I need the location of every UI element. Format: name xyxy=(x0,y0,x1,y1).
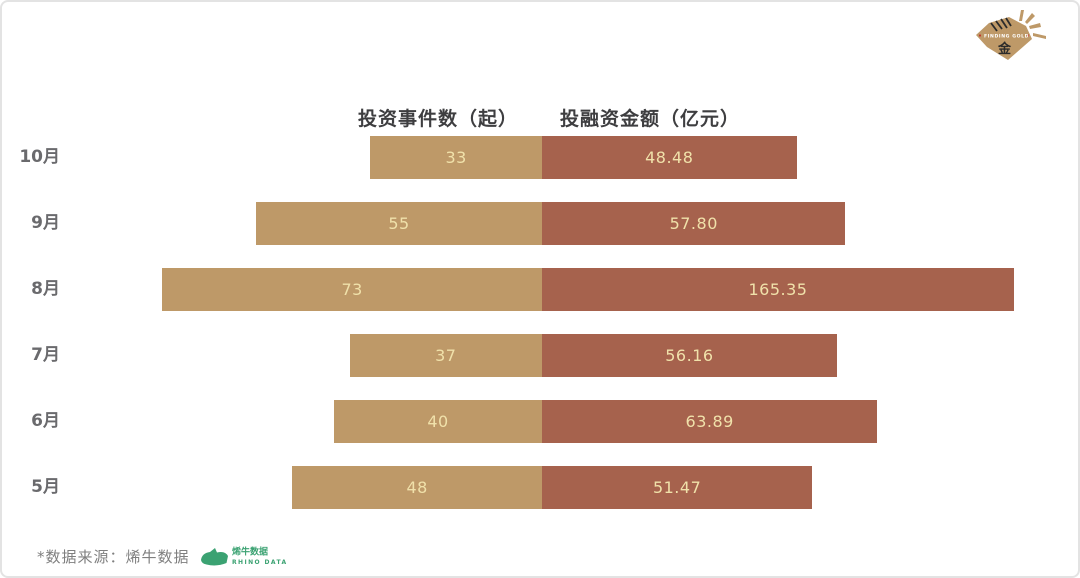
category-label: 5月 xyxy=(31,477,60,497)
bar-value-label: 51.47 xyxy=(652,478,702,497)
bar-value-label: 73 xyxy=(341,280,363,299)
category-label: 7月 xyxy=(31,345,60,365)
bar-value-label: 48.48 xyxy=(645,148,694,167)
rhino-logo-cn-text: 烯牛数据 xyxy=(232,546,268,558)
logo-gold-char: 金 xyxy=(997,41,1012,57)
series-header-events: 投资事件数（起） xyxy=(357,108,518,130)
bar-events-9月: 55 xyxy=(256,202,542,245)
bar-events-10月: 33 xyxy=(370,136,542,179)
category-label: 10月 xyxy=(19,147,60,167)
bar-value-label: 48 xyxy=(406,478,428,497)
bar-value-label: 40 xyxy=(427,412,449,431)
bar-amount-10月: 48.48 xyxy=(542,136,797,179)
logo-body xyxy=(976,17,1032,60)
bar-value-label: 57.80 xyxy=(669,214,718,233)
bar-value-label: 33 xyxy=(445,148,467,167)
bar-events-8月: 73 xyxy=(162,268,542,311)
logo-dot-right xyxy=(1026,34,1030,37)
bar-amount-9月: 57.80 xyxy=(542,202,846,245)
bar-value-label: 165.35 xyxy=(748,280,808,299)
bar-value-label: 37 xyxy=(435,346,457,365)
bar-value-label: 63.89 xyxy=(685,412,734,431)
logo-finding-gold-text: FINDING GOLD xyxy=(984,34,1029,40)
rhino-icon xyxy=(200,548,228,566)
finding-gold-logo: FINDING GOLD 金 xyxy=(976,10,1046,60)
series-header-amount: 投融资金额（亿元） xyxy=(560,108,741,130)
bar-value-label: 56.16 xyxy=(665,346,714,365)
footer: *数据来源：烯牛数据 烯牛数据 RHINO DATA xyxy=(37,545,290,567)
category-label: 6月 xyxy=(31,411,60,431)
bar-amount-8月: 165.35 xyxy=(542,268,1014,311)
bar-amount-7月: 56.16 xyxy=(542,334,837,377)
bar-events-5月: 48 xyxy=(292,466,542,509)
category-label: 8月 xyxy=(31,279,60,299)
rhino-logo-en-text: RHINO DATA xyxy=(232,559,288,566)
bar-value-label: 55 xyxy=(388,214,410,233)
logo-rays xyxy=(1019,10,1046,39)
data-source-note: *数据来源：烯牛数据 xyxy=(37,547,190,566)
category-label: 9月 xyxy=(31,213,60,233)
logo-hatching xyxy=(990,17,1012,32)
logo-dot-left xyxy=(978,34,982,37)
bar-amount-6月: 63.89 xyxy=(542,400,878,443)
bar-events-7月: 37 xyxy=(349,334,542,377)
bar-amount-5月: 51.47 xyxy=(542,466,813,509)
bar-events-6月: 40 xyxy=(334,400,542,443)
rhino-data-logo: 烯牛数据 RHINO DATA xyxy=(200,546,288,566)
